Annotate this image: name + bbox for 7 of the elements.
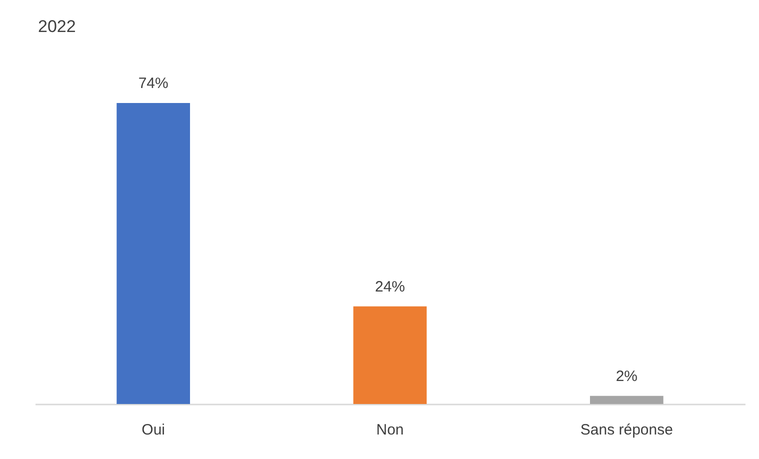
x-tick-label: Sans réponse xyxy=(580,422,673,438)
data-label: 2% xyxy=(616,368,638,385)
data-label: 24% xyxy=(374,278,406,296)
x-tick-label: Non xyxy=(376,422,404,438)
chart-title: 2022 xyxy=(38,17,76,36)
x-tick-label: Oui xyxy=(142,422,166,438)
data-label: 74% xyxy=(138,75,168,92)
